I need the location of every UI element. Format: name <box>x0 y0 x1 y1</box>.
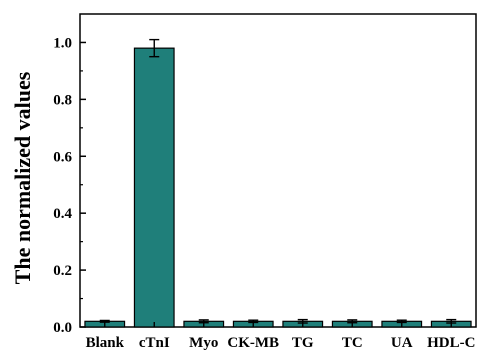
x-tick-label: cTnI <box>139 335 170 351</box>
x-tick-label: UA <box>391 335 413 351</box>
x-tick-label: TG <box>292 335 314 351</box>
y-tick-label: 0.0 <box>53 320 72 336</box>
x-tick-label: CK-MB <box>227 335 279 351</box>
y-tick-label: 0.8 <box>53 92 72 108</box>
x-tick-label: Blank <box>86 335 125 351</box>
x-tick-label: HDL-C <box>427 335 475 351</box>
y-tick-label: 0.6 <box>53 149 72 165</box>
y-tick-label: 1.0 <box>53 35 72 51</box>
x-tick-label: TC <box>342 335 363 351</box>
plot-frame <box>79 13 477 328</box>
y-tick-label: 0.4 <box>53 206 72 222</box>
bar <box>133 47 175 328</box>
x-tick-label: Myo <box>189 335 218 351</box>
y-axis-label: The normalized values <box>10 71 35 284</box>
plot-area: 0.0 0.2 0.4 0.6 0.8 1.0 Blank cTnI Myo CK-MB TG TC U… <box>53 13 477 351</box>
y-tick-label: 0.2 <box>53 263 72 279</box>
